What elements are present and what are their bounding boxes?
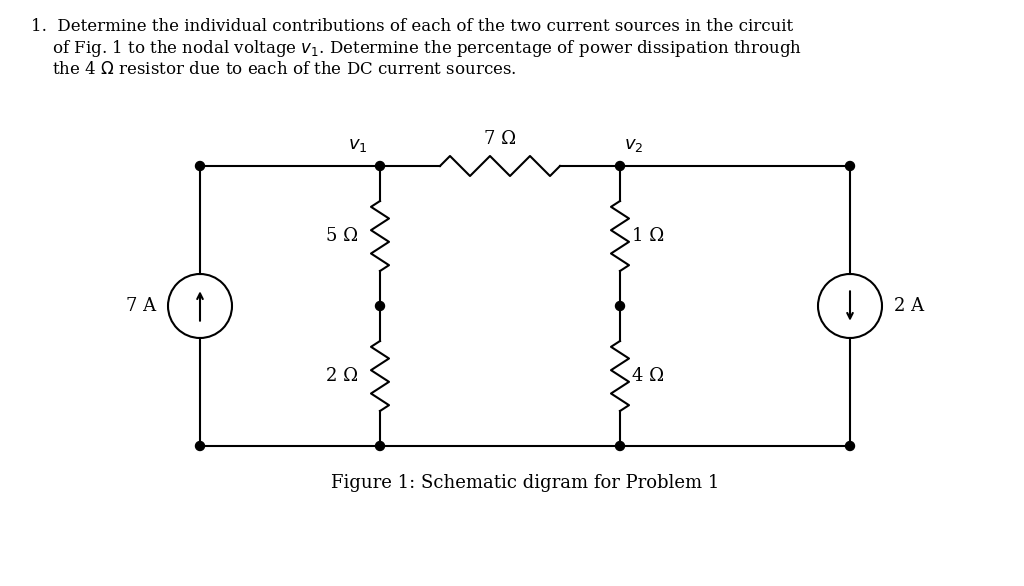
- Text: $v_2$: $v_2$: [624, 136, 643, 154]
- Text: 1.  Determine the individual contributions of each of the two current sources in: 1. Determine the individual contribution…: [31, 18, 802, 78]
- Circle shape: [615, 441, 625, 451]
- Text: $v_1$: $v_1$: [348, 136, 368, 154]
- Circle shape: [196, 162, 205, 171]
- Text: 2 Ω: 2 Ω: [326, 367, 358, 385]
- Text: 7 Ω: 7 Ω: [484, 130, 516, 148]
- Text: 5 Ω: 5 Ω: [326, 227, 358, 245]
- Text: 2 A: 2 A: [894, 297, 924, 315]
- Circle shape: [615, 302, 625, 311]
- Circle shape: [376, 441, 384, 451]
- Circle shape: [376, 302, 384, 311]
- Circle shape: [846, 162, 854, 171]
- Text: Figure 1: Schematic digram for Problem 1: Figure 1: Schematic digram for Problem 1: [331, 474, 719, 492]
- Text: 1 Ω: 1 Ω: [632, 227, 665, 245]
- Circle shape: [376, 162, 384, 171]
- Text: 4 Ω: 4 Ω: [632, 367, 665, 385]
- Circle shape: [615, 162, 625, 171]
- Text: 7 A: 7 A: [126, 297, 156, 315]
- Circle shape: [846, 441, 854, 451]
- Circle shape: [196, 441, 205, 451]
